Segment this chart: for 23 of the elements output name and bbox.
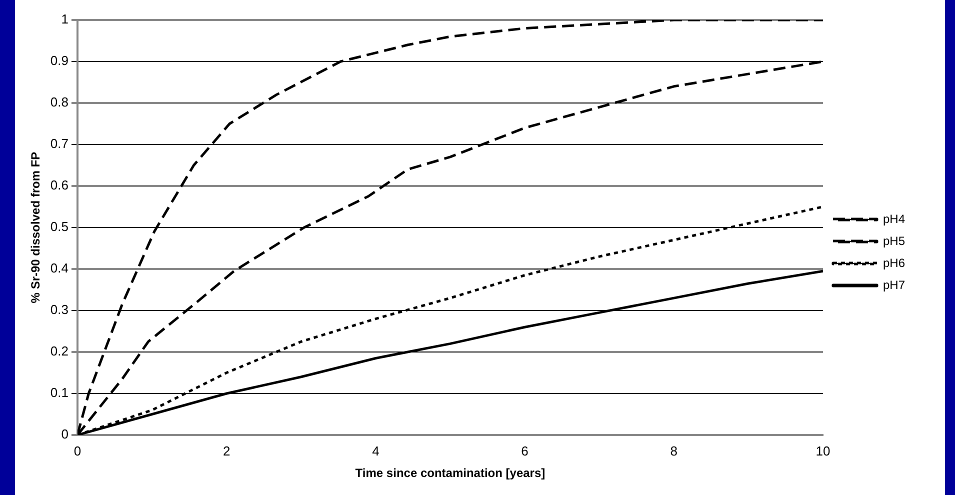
y-tick-label: 0.9 [50, 53, 68, 68]
y-tick-label: 1 [61, 12, 68, 27]
x-tick-label: 2 [222, 443, 230, 458]
y-axis-title: % Sr-90 dissolved from FP [28, 152, 43, 304]
legend-label: pH5 [882, 234, 906, 248]
legend-label: pH4 [882, 212, 906, 226]
x-axis-title: Time since contamination [years] [355, 466, 546, 480]
y-tick-label: 0.1 [50, 385, 68, 400]
x-tick-label: 4 [372, 443, 380, 458]
legend-label: pH7 [882, 278, 906, 292]
y-tick-label: 0.3 [50, 302, 68, 318]
y-tick-label: 0 [61, 426, 68, 442]
y-tick-label: 0.2 [50, 344, 68, 359]
y-tick-label: 0.8 [50, 94, 68, 110]
y-tick-label: 0.5 [50, 219, 68, 234]
x-tick-label: 10 [816, 443, 830, 458]
y-tick-label: 0.6 [50, 178, 68, 193]
legend-label: pH6 [882, 256, 906, 270]
x-tick-label: 0 [74, 443, 82, 458]
x-tick-label: 8 [670, 443, 678, 458]
x-tick-label: 6 [521, 443, 528, 458]
y-tick-label: 0.4 [50, 260, 68, 276]
y-tick-label: 0.7 [50, 136, 68, 152]
